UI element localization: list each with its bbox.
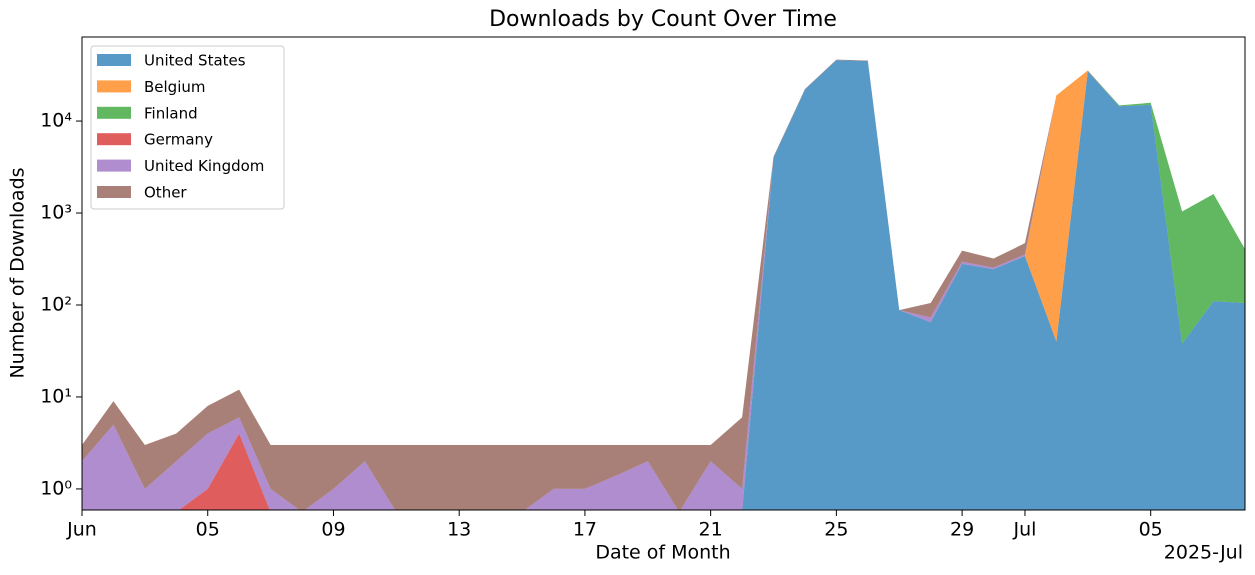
legend-swatch	[97, 133, 131, 146]
y-axis-label: Number of Downloads	[7, 167, 29, 378]
x-tick-label: 25	[824, 519, 848, 541]
area	[742, 60, 1245, 510]
y-tick-label: 10¹	[40, 385, 72, 407]
legend-swatch	[97, 106, 131, 119]
legend-label: United Kingdom	[144, 157, 264, 175]
legend-box	[90, 45, 285, 210]
x-axis-label: Date of Month	[595, 542, 730, 564]
x-tick-label: 05	[196, 519, 220, 541]
x-tick-label: 29	[950, 519, 974, 541]
legend-swatch	[97, 159, 131, 172]
plot-area	[82, 59, 1245, 510]
x-tick-label: Jun	[66, 519, 97, 541]
legend-label: Finland	[144, 104, 198, 122]
y-tick-label: 10³	[40, 202, 72, 224]
area	[82, 60, 1245, 510]
x-tick-label: 17	[573, 519, 597, 541]
x-tick-label: 05	[1139, 519, 1163, 541]
legend-swatch	[97, 186, 131, 198]
legend-label: United States	[144, 52, 246, 70]
legend-label: Germany	[144, 131, 213, 149]
legend-swatch	[97, 80, 131, 93]
legend-label: Other	[144, 184, 187, 202]
x-tick-label: 21	[699, 519, 723, 541]
legend-label: Belgium	[144, 78, 206, 96]
chart-title: Downloads by Count Over Time	[489, 7, 837, 32]
x-offset-label: 2025-Jul	[1164, 542, 1243, 564]
y-tick-label: 10⁴	[40, 110, 72, 132]
x-tick-label: 13	[447, 519, 471, 541]
y-tick-label: 10²	[40, 293, 72, 315]
legend-swatch	[97, 54, 131, 66]
x-tick-label: Jul	[1013, 519, 1037, 541]
plot-frame	[81, 36, 1246, 511]
y-tick-label: 10⁰	[40, 477, 72, 499]
x-tick-label: 09	[321, 519, 345, 541]
